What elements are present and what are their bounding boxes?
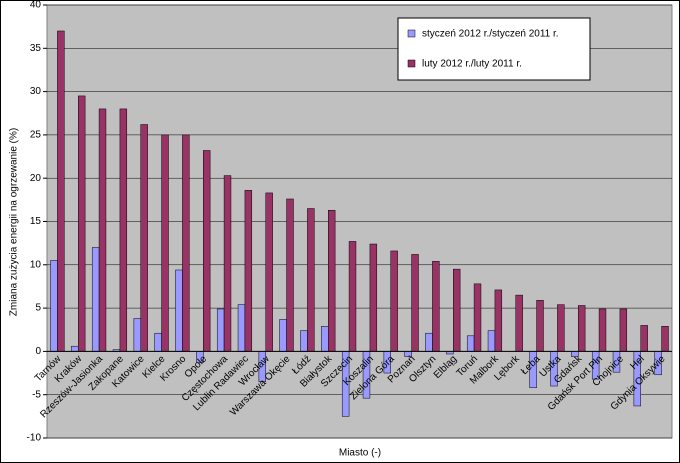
bar (175, 269, 183, 352)
bar (244, 190, 253, 352)
bar (578, 305, 586, 352)
bar (328, 209, 336, 352)
bar (348, 241, 357, 352)
y-tick-label: 0 (35, 346, 41, 357)
bar (133, 318, 141, 352)
bar (223, 175, 232, 352)
legend-box (397, 17, 591, 81)
bar (557, 304, 565, 352)
bar (515, 294, 523, 352)
x-axis-title: Miasto (-) (339, 448, 381, 459)
bar (487, 330, 496, 352)
legend-label: luty 2012 r./luty 2011 r. (422, 59, 522, 70)
bar (279, 319, 287, 352)
bar (265, 192, 273, 352)
bar (78, 95, 86, 352)
y-tick-label: 40 (30, 0, 42, 11)
bar (466, 335, 475, 352)
y-tick-label: -10 (27, 433, 42, 444)
bar (237, 304, 246, 352)
y-tick-label: 35 (30, 43, 42, 54)
y-axis-title: Zmiana zużycia energii na ogrzewanie (%) (9, 128, 20, 316)
bar (536, 300, 544, 352)
y-tick-label: 5 (35, 303, 41, 314)
bar (473, 283, 482, 352)
bar (369, 243, 378, 352)
bar (300, 330, 308, 352)
y-tick-label: 20 (30, 173, 42, 184)
legend-swatch (407, 59, 416, 68)
bar (390, 250, 398, 352)
y-tick-label: 10 (30, 259, 42, 270)
bar (119, 108, 128, 352)
legend-label: styczeń 2012 r./styczeń 2011 r. (422, 29, 559, 40)
bar (91, 247, 100, 352)
y-tick-label: 25 (30, 130, 42, 141)
bar (71, 345, 79, 352)
bar (50, 260, 58, 352)
y-tick-label: -5 (32, 389, 41, 400)
bar (661, 326, 669, 352)
bar (411, 254, 419, 352)
bar (494, 289, 503, 352)
bar (453, 268, 461, 352)
legend-swatch (407, 29, 416, 38)
bar (203, 150, 211, 352)
y-tick-label: 15 (30, 216, 42, 227)
bar (216, 308, 225, 352)
bar (598, 308, 607, 352)
bar (154, 332, 162, 352)
bar (321, 326, 329, 352)
bar (286, 198, 294, 352)
y-tick-label: 30 (30, 86, 42, 97)
bar (161, 134, 169, 352)
bar (182, 134, 190, 352)
bar (57, 30, 65, 352)
bar (140, 124, 148, 352)
bar (307, 208, 315, 352)
bar (98, 108, 107, 352)
bar (640, 325, 648, 352)
bar (432, 261, 440, 352)
bar (619, 308, 628, 352)
bar (425, 332, 433, 352)
